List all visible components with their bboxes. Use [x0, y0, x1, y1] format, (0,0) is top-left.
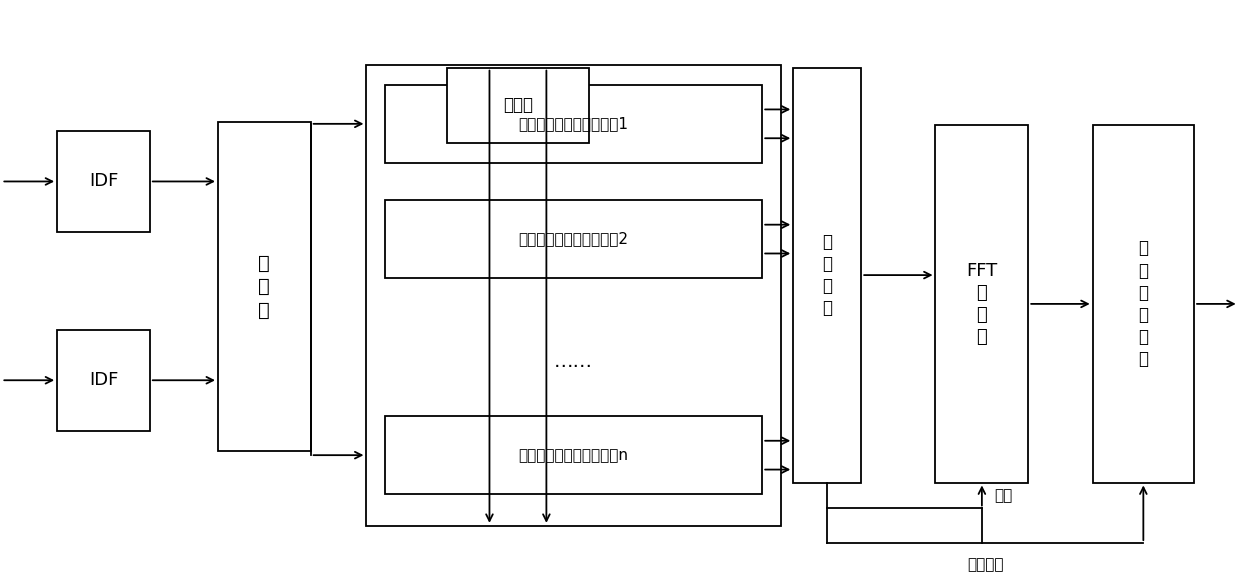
Bar	[384, 85, 763, 163]
Text: 分槽频率消除、移相搜索n: 分槽频率消除、移相搜索n	[518, 448, 629, 463]
Text: FFT
精
测
频: FFT 精 测 频	[966, 262, 997, 346]
Bar	[1092, 125, 1194, 482]
Bar	[218, 122, 311, 451]
Bar	[384, 200, 763, 278]
Bar	[384, 416, 763, 494]
Text: 使能: 使能	[994, 488, 1013, 503]
Bar	[366, 65, 781, 526]
Text: IDF: IDF	[89, 371, 118, 389]
Bar	[446, 68, 589, 142]
Text: 分槽频率消除、移相搜索2: 分槽频率消除、移相搜索2	[518, 232, 629, 247]
Text: 输
出
选
择: 输 出 选 择	[822, 233, 832, 317]
Text: 分槽频率消除、移相搜索1: 分槽频率消除、移相搜索1	[518, 116, 629, 131]
Bar	[935, 125, 1028, 482]
Text: ……: ……	[553, 352, 593, 371]
Text: 分槽频率: 分槽频率	[967, 558, 1003, 573]
Text: 鉴
相
器: 鉴 相 器	[258, 254, 270, 320]
Bar	[57, 131, 150, 232]
Bar	[794, 68, 862, 482]
Bar	[57, 330, 150, 431]
Text: 瞬
时
测
频
输
出: 瞬 时 测 频 输 出	[1138, 239, 1148, 368]
Text: 本地码: 本地码	[503, 96, 533, 114]
Text: IDF: IDF	[89, 173, 118, 190]
